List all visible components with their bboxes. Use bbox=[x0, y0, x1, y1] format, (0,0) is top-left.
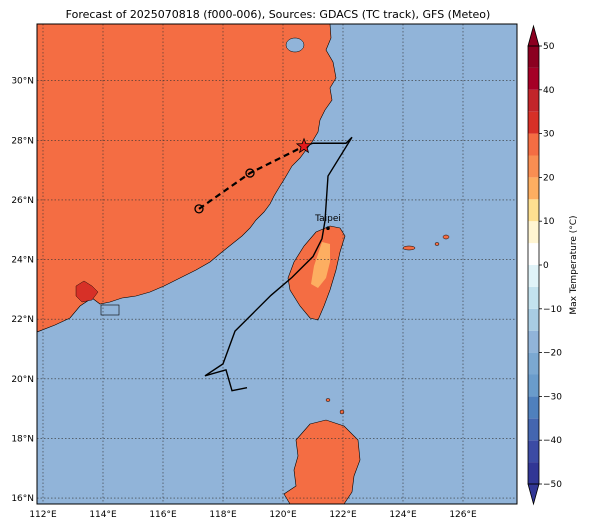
lake-taihu bbox=[285, 37, 305, 53]
grid-lines bbox=[37, 24, 517, 504]
forecast-point-marker bbox=[245, 168, 255, 178]
lon-tick-label: 120°E bbox=[269, 510, 297, 520]
tc-track bbox=[194, 136, 353, 392]
colorbar-min-extension bbox=[527, 483, 540, 506]
lon-tick-label: 126°E bbox=[449, 510, 477, 520]
colorbar-tick-label: −30 bbox=[543, 392, 562, 402]
lon-tick-label: 118°E bbox=[209, 510, 237, 520]
lat-tick-label: 24°N bbox=[11, 256, 34, 266]
lat-tick-label: 28°N bbox=[11, 136, 34, 146]
lat-tick-label: 16°N bbox=[11, 494, 34, 504]
city-dot bbox=[326, 226, 330, 231]
ryukyu-islet bbox=[434, 242, 440, 246]
lat-tick-label: 22°N bbox=[11, 315, 34, 325]
map-title: Forecast of 2025070818 (f000-006), Sourc… bbox=[66, 8, 491, 21]
city-label: Taipei bbox=[314, 214, 341, 224]
map-frame bbox=[36, 23, 518, 505]
colorbar-tick-label: −50 bbox=[543, 480, 562, 490]
colorbar-level bbox=[528, 111, 539, 134]
lon-tick-label: 124°E bbox=[389, 510, 417, 520]
colorbar-level bbox=[528, 177, 539, 200]
colorbar-tick-label: 10 bbox=[543, 217, 555, 227]
colorbar-level bbox=[528, 243, 539, 265]
colorbar-level bbox=[528, 133, 539, 156]
colorbar-tick-label: −10 bbox=[543, 305, 562, 315]
colorbar-tick-label: 30 bbox=[543, 130, 555, 140]
colorbar-level bbox=[528, 396, 539, 419]
colorbar-level bbox=[528, 462, 539, 484]
colorbar-level bbox=[528, 199, 539, 222]
lon-tick-label: 114°E bbox=[89, 510, 117, 520]
colorbar-tick-label: −40 bbox=[543, 436, 562, 446]
lat-tick-labels: 16°N 18°N 20°N 22°N 24°N 26°N 28°N 30°N bbox=[11, 77, 34, 504]
observed-track-line bbox=[204, 136, 353, 392]
colorbar-level bbox=[528, 67, 539, 90]
colorbar-level bbox=[528, 308, 539, 331]
colorbar-level bbox=[528, 155, 539, 178]
colorbar-level bbox=[528, 286, 539, 309]
forecast-track-line bbox=[198, 145, 305, 210]
lat-tick-label: 26°N bbox=[11, 196, 34, 206]
colorbar-max-extension bbox=[527, 24, 540, 47]
lon-tick-labels: 112°E 114°E 116°E 118°E 120°E 122°E 124°E 126°E bbox=[29, 510, 477, 520]
taiwan-warm-interior bbox=[311, 242, 330, 288]
colorbar-level bbox=[528, 352, 539, 375]
colorbar: −50 −40 −30 −20 −10 0 10 20 30 40 50 bbox=[527, 24, 562, 506]
colorbar-label: Max Temperature (°C) bbox=[569, 215, 579, 314]
lat-tick-label: 18°N bbox=[11, 434, 34, 444]
colorbar-level bbox=[528, 89, 539, 112]
colorbar-level bbox=[528, 440, 539, 463]
forecast-point-marker bbox=[194, 204, 204, 214]
colorbar-tick-label: 40 bbox=[543, 86, 555, 96]
current-position-star bbox=[295, 137, 313, 154]
islet bbox=[339, 409, 345, 415]
mainland-china bbox=[37, 24, 337, 333]
ryukyu-islet bbox=[442, 234, 450, 240]
colorbar-level bbox=[528, 374, 539, 397]
colorbar-level bbox=[528, 46, 539, 68]
lon-tick-label: 116°E bbox=[149, 510, 177, 520]
colorbar-level bbox=[528, 221, 539, 244]
hot-spot-region bbox=[75, 280, 99, 303]
colorbar-tick-label: 20 bbox=[543, 173, 555, 183]
luzon-island bbox=[283, 419, 361, 504]
lon-tick-label: 122°E bbox=[329, 510, 357, 520]
lat-tick-label: 20°N bbox=[11, 375, 34, 385]
map-panel: Taipei bbox=[37, 24, 517, 504]
lon-tick-label: 112°E bbox=[29, 510, 57, 520]
colorbar-level bbox=[528, 330, 539, 353]
islet bbox=[325, 398, 331, 402]
colorbar-level bbox=[528, 418, 539, 441]
hong-kong-box bbox=[100, 304, 120, 316]
ryukyu-islet bbox=[402, 245, 416, 251]
colorbar-tick-label: −20 bbox=[543, 349, 562, 359]
colorbar-level bbox=[528, 265, 539, 287]
lat-tick-label: 30°N bbox=[11, 77, 34, 87]
colorbar-tick-label: 0 bbox=[543, 261, 549, 271]
colorbar-tick-label: 50 bbox=[543, 42, 555, 52]
